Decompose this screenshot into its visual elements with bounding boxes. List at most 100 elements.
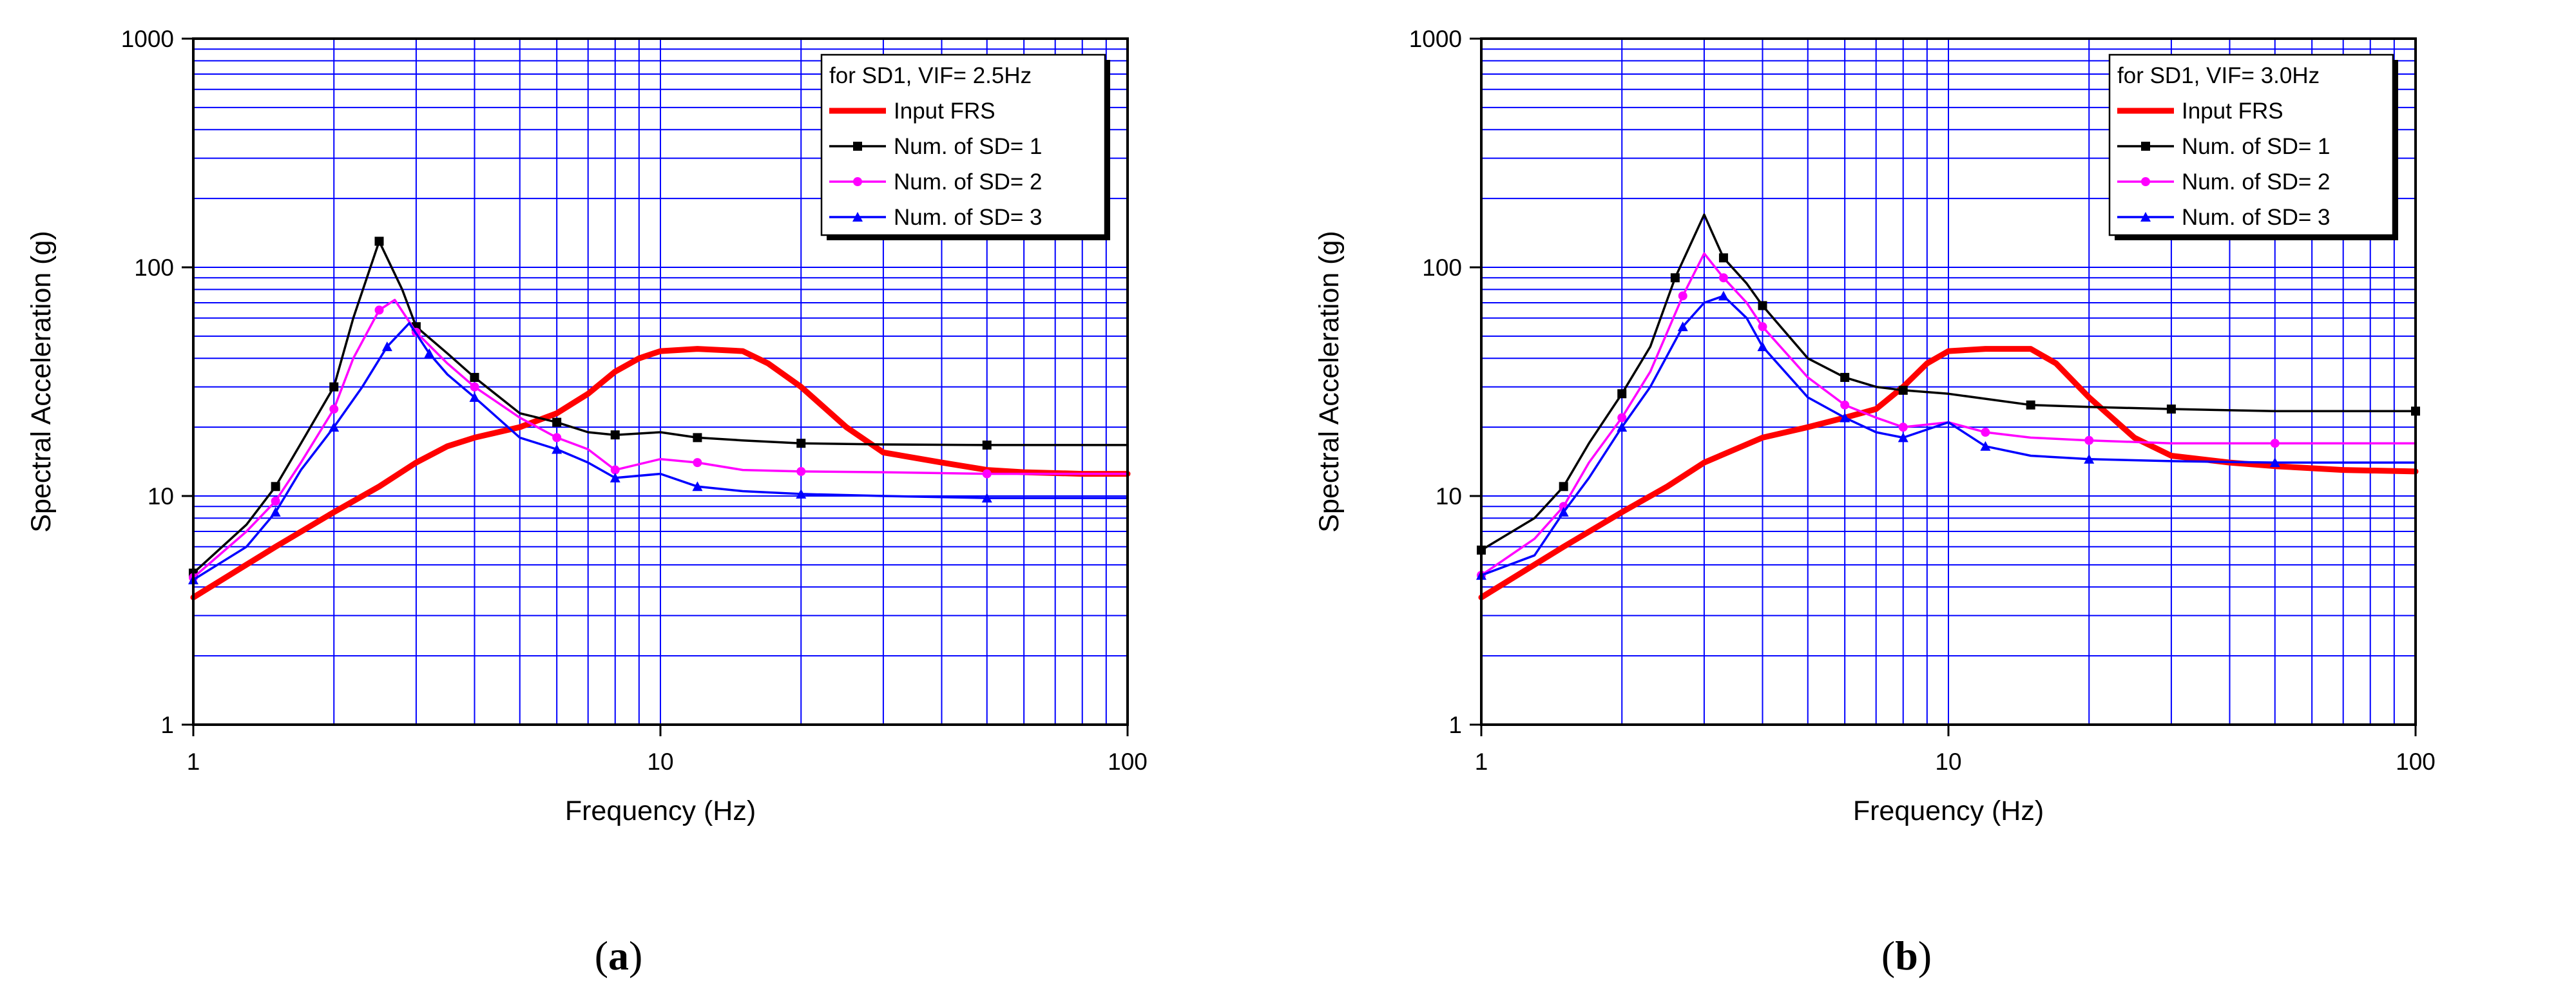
x-tick-label: 100 [2396, 748, 2436, 775]
legend: for SD1, VIF= 2.5Hz Input FRS Num. of SD= … [820, 53, 1110, 240]
panel-label-close: ) [1918, 933, 1932, 978]
data-point-square [610, 430, 620, 440]
data-point-circle [1898, 423, 1908, 432]
data-point-square [796, 439, 806, 448]
data-point-circle [982, 469, 992, 479]
legend-marker [853, 177, 862, 186]
x-axis-title: Frequency (Hz) [565, 796, 756, 826]
series-line-1 [1478, 346, 2419, 600]
legend-marker [2141, 142, 2150, 151]
legend-marker [2141, 177, 2150, 186]
data-point-circle [610, 465, 620, 475]
y-axis-title: Spectral Acceleration (g) [1314, 231, 1345, 532]
data-point-triangle [2084, 453, 2095, 464]
y-tick-label: 1 [1448, 712, 1462, 738]
x-tick-label: 1 [187, 748, 200, 775]
data-point-square [1559, 482, 1568, 491]
data-point-circle [1678, 291, 1687, 301]
data-point-triangle [270, 507, 281, 517]
y-tick-label: 1000 [121, 26, 174, 52]
data-point-triangle [981, 493, 992, 503]
data-point-square [693, 433, 702, 443]
data-point-circle [796, 466, 806, 476]
data-point-square [329, 382, 339, 392]
data-point-square [982, 440, 992, 450]
data-point-circle [1758, 322, 1767, 332]
data-point-circle [2270, 439, 2280, 448]
legend-title: for SD1, VIF= 2.5Hz [829, 63, 1032, 88]
y-axis: 1 10 100 1000 [121, 26, 193, 738]
series-line-2 [192, 240, 1129, 575]
series-group [188, 236, 1131, 600]
data-point-triangle [610, 472, 620, 482]
data-point-triangle [2269, 457, 2280, 468]
x-tick-label: 100 [1108, 748, 1148, 775]
data-point-square [1898, 385, 1908, 395]
legend-entry-label: Num. of SD= 2 [894, 169, 1043, 195]
panel-label-letter: b [1895, 933, 1918, 978]
y-tick-label: 1 [160, 712, 174, 738]
data-point-circle [329, 405, 339, 414]
series-line-3 [192, 298, 1129, 579]
data-point-triangle [469, 392, 480, 402]
series-line-4 [1480, 294, 2417, 577]
panel-label: (a) [595, 933, 643, 978]
data-point-square [1718, 253, 1728, 263]
legend-entry-label: Num. of SD= 1 [894, 134, 1043, 159]
grid [1481, 39, 2416, 725]
data-point-triangle [1617, 422, 1628, 432]
data-point-circle [1617, 413, 1627, 423]
data-point-triangle [1898, 432, 1908, 443]
y-tick-label: 1000 [1409, 26, 1462, 52]
data-point-circle [1981, 428, 1990, 437]
data-point-square [2166, 405, 2176, 414]
y-tick-label: 10 [1436, 483, 1462, 510]
chart-svg-b: 1 10 100 1 10 100 1000 Frequency (Hz) Spectral A… [1314, 26, 2436, 978]
panel-label-open: ( [1881, 933, 1895, 978]
x-tick-label: 10 [1935, 748, 1961, 775]
legend-box [820, 53, 1106, 236]
data-point-circle [374, 305, 384, 315]
panel-label-letter: a [608, 933, 629, 978]
x-tick-label: 10 [647, 748, 673, 775]
data-point-triangle [1840, 412, 1850, 423]
x-axis: 1 10 100 [187, 725, 1148, 775]
legend: for SD1, VIF= 3.0Hz Input FRS Num. of SD= … [2108, 53, 2398, 240]
y-tick-label: 100 [134, 254, 174, 281]
data-point-circle [1718, 273, 1728, 283]
data-point-square [2026, 400, 2035, 410]
legend-marker [2140, 212, 2151, 222]
x-axis-title: Frequency (Hz) [1853, 796, 2044, 826]
panel-label: (b) [1881, 933, 1932, 978]
data-point-triangle [1558, 507, 1569, 517]
legend-title: for SD1, VIF= 3.0Hz [2117, 63, 2320, 88]
series-line-1 [190, 346, 1131, 600]
x-tick-label: 1 [1475, 748, 1488, 775]
chart-panel-b: 1 10 100 1 10 100 1000 Frequency (Hz) Spectral A… [1288, 0, 2576, 1001]
data-point-triangle [1980, 441, 1991, 451]
legend-entry-label: Num. of SD= 1 [2182, 134, 2331, 159]
series-line-3 [1480, 252, 2417, 577]
data-point-triangle [796, 488, 807, 499]
legend-marker [853, 142, 862, 151]
data-point-circle [271, 496, 280, 506]
data-point-triangle [552, 444, 562, 454]
data-point-square [1670, 273, 1680, 283]
legend-entry-label: Num. of SD= 3 [2182, 205, 2331, 230]
x-axis: 1 10 100 [1475, 725, 2436, 775]
data-point-triangle [381, 341, 392, 352]
panel-label-close: ) [629, 933, 642, 978]
legend-entry-label: Num. of SD= 2 [2182, 169, 2331, 195]
y-axis-title: Spectral Acceleration (g) [26, 231, 57, 532]
data-point-circle [2084, 435, 2094, 445]
series-group [1476, 213, 2420, 600]
data-point-triangle [1677, 321, 1688, 332]
y-tick-label: 10 [148, 483, 174, 510]
data-point-square [552, 417, 562, 427]
data-point-square [470, 372, 479, 382]
data-point-circle [552, 433, 562, 443]
chart-panel-a: 1 10 100 1 10 100 1000 Frequency (Hz) Spectral A… [26, 26, 1148, 978]
data-point-circle [470, 382, 479, 392]
y-axis: 1 10 100 1000 [1409, 26, 1481, 738]
legend-entry-label: Num. of SD= 3 [894, 205, 1043, 230]
